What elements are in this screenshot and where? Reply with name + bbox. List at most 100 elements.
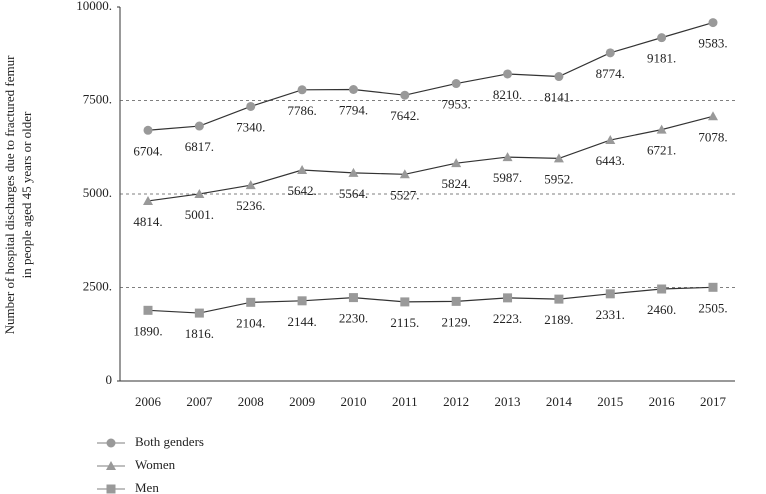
data-point <box>194 121 204 131</box>
data-label: 2144. <box>287 314 316 329</box>
data-label: 7642. <box>390 108 419 123</box>
series-line <box>147 286 714 314</box>
data-label: 6443. <box>596 153 625 168</box>
x-tick-label: 2013 <box>495 394 521 409</box>
data-label: 5236. <box>236 198 265 213</box>
x-tick-label: 2008 <box>238 394 264 409</box>
data-point <box>708 111 718 121</box>
y-axis-label: Number of hospital discharges due to fra… <box>2 55 17 334</box>
data-point <box>297 164 308 174</box>
y-tick-label: 5000. <box>83 185 112 200</box>
x-tick-label: 2010 <box>340 394 366 409</box>
data-point <box>503 69 513 79</box>
data-label: 2460. <box>647 302 676 317</box>
data-point <box>348 167 359 177</box>
legend-marker <box>106 461 116 470</box>
data-point <box>451 296 461 306</box>
data-point <box>143 125 153 135</box>
data-point <box>348 293 358 303</box>
data-point <box>657 33 667 43</box>
data-point <box>297 85 307 95</box>
data-point <box>399 169 410 179</box>
data-point <box>605 48 615 58</box>
data-point <box>143 195 153 205</box>
data-label: 7078. <box>698 129 727 144</box>
data-point <box>657 284 667 294</box>
x-tick-label: 2016 <box>649 394 676 409</box>
data-point <box>451 158 462 168</box>
data-label: 1816. <box>185 326 214 341</box>
data-label: 7953. <box>442 97 471 112</box>
legend-marker <box>106 438 116 448</box>
data-point <box>708 18 718 28</box>
data-label: 5952. <box>544 171 573 186</box>
legend-label: Men <box>135 480 159 494</box>
data-point <box>400 297 410 307</box>
y-tick-label: 0 <box>106 372 113 387</box>
data-point <box>503 293 513 303</box>
data-label: 5987. <box>493 170 522 185</box>
data-label: 6704. <box>133 143 162 158</box>
data-label: 5001. <box>185 207 214 222</box>
data-label: 2189. <box>544 312 573 327</box>
data-label: 2505. <box>698 300 727 315</box>
y-axis-label: in people aged 45 years or older <box>19 111 34 278</box>
data-point <box>605 289 615 299</box>
x-tick-label: 2015 <box>597 394 623 409</box>
x-tick-label: 2007 <box>186 394 213 409</box>
data-point <box>605 135 616 145</box>
data-point <box>143 305 153 315</box>
series-line <box>147 22 714 131</box>
data-label: 2331. <box>596 307 625 322</box>
legend-marker <box>106 484 116 494</box>
data-label: 6721. <box>647 143 676 158</box>
series-line <box>147 115 714 202</box>
data-label: 7340. <box>236 119 265 134</box>
y-tick-label: 10000. <box>76 0 112 13</box>
x-tick-label: 2006 <box>135 394 162 409</box>
data-label: 9583. <box>698 36 727 51</box>
x-tick-label: 2009 <box>289 394 315 409</box>
data-label: 2115. <box>390 315 419 330</box>
data-point <box>400 90 410 100</box>
data-point <box>297 296 307 306</box>
data-label: 7794. <box>339 102 368 117</box>
data-label: 6817. <box>185 139 214 154</box>
data-point <box>554 72 564 82</box>
data-point <box>451 79 461 89</box>
data-label: 5824. <box>442 176 471 191</box>
data-point <box>245 180 256 190</box>
legend-label: Both genders <box>135 434 204 449</box>
data-point <box>348 85 358 95</box>
data-label: 2104. <box>236 315 265 330</box>
legend-label: Women <box>135 457 176 472</box>
data-point <box>502 152 513 162</box>
x-tick-label: 2017 <box>700 394 727 409</box>
data-label: 1890. <box>133 323 162 338</box>
y-tick-label: 2500. <box>83 278 112 293</box>
data-point <box>194 308 204 318</box>
data-label: 7786. <box>287 103 316 118</box>
x-tick-label: 2014 <box>546 394 573 409</box>
data-point <box>708 282 718 292</box>
data-point <box>554 294 564 304</box>
data-label: 4814. <box>133 214 162 229</box>
data-label: 5642. <box>287 183 316 198</box>
data-point <box>553 153 564 163</box>
x-tick-label: 2011 <box>392 394 418 409</box>
y-tick-label: 7500. <box>83 91 112 106</box>
data-label: 9181. <box>647 51 676 66</box>
data-point <box>246 297 256 307</box>
data-label: 8774. <box>596 66 625 81</box>
data-label: 8210. <box>493 87 522 102</box>
x-tick-label: 2012 <box>443 394 469 409</box>
data-label: 5527. <box>390 187 419 202</box>
data-label: 5564. <box>339 186 368 201</box>
data-point <box>194 188 205 198</box>
data-label: 2223. <box>493 311 522 326</box>
data-point <box>656 124 667 134</box>
data-point <box>246 101 256 111</box>
data-label: 2230. <box>339 311 368 326</box>
data-label: 2129. <box>442 314 471 329</box>
